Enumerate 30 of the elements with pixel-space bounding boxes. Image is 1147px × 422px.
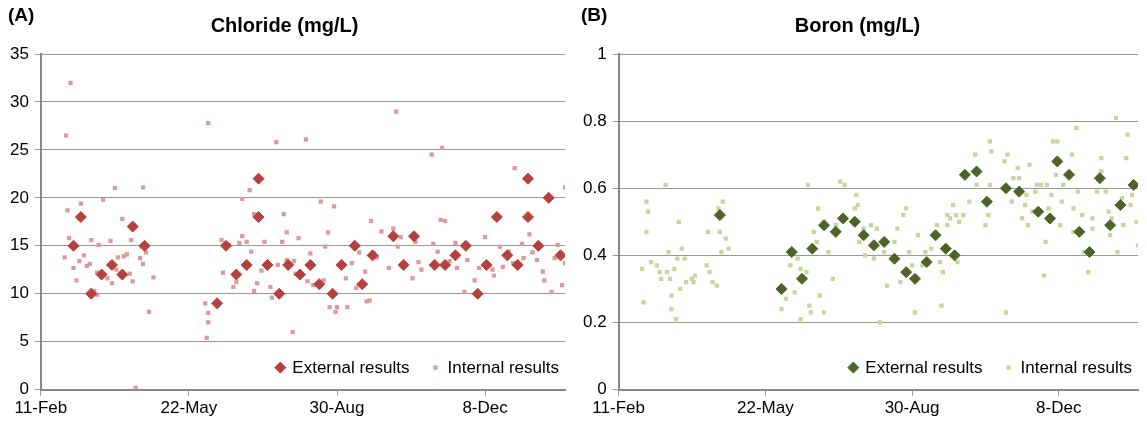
- y-tick-label: 0.6: [582, 177, 607, 197]
- chart-title: Boron (mg/L): [794, 13, 921, 36]
- y-tick-label: 15: [9, 235, 29, 255]
- y-tick-label: 35: [9, 43, 29, 63]
- x-tick-label: 11-Feb: [14, 398, 68, 418]
- legend-label: Internal results: [447, 358, 559, 378]
- legend-label: External results: [292, 358, 410, 378]
- text: (A): [8, 3, 35, 25]
- x-tick-label: 8-Dec: [462, 398, 509, 418]
- y-tick-label: 0.4: [582, 245, 607, 265]
- y-tick-label: 0: [19, 379, 29, 399]
- y-tick-label: 0.8: [582, 110, 607, 130]
- text: (B): [581, 3, 608, 25]
- y-tick-label: 0.2: [582, 312, 607, 332]
- y-tick-label: 25: [9, 139, 29, 159]
- y-tick-label: 0: [597, 379, 607, 399]
- chart-title: Chloride (mg/L): [210, 13, 359, 36]
- x-tick-label: 11-Feb: [592, 398, 645, 418]
- x-tick-label: 22-May: [160, 398, 218, 418]
- y-tick-label: 5: [19, 331, 29, 351]
- x-tick-label: 30-Aug: [884, 398, 940, 418]
- x-tick-label: 22-May: [737, 398, 795, 418]
- legend-label: External results: [865, 358, 983, 378]
- legend-label: Internal results: [1020, 358, 1132, 378]
- y-tick-label: 10: [9, 283, 29, 303]
- y-tick-label: 1: [597, 43, 607, 63]
- x-tick-label: 8-Dec: [1036, 398, 1082, 418]
- y-tick-label: 30: [9, 91, 29, 111]
- x-tick-label: 30-Aug: [309, 398, 365, 418]
- y-tick-label: 20: [9, 187, 29, 207]
